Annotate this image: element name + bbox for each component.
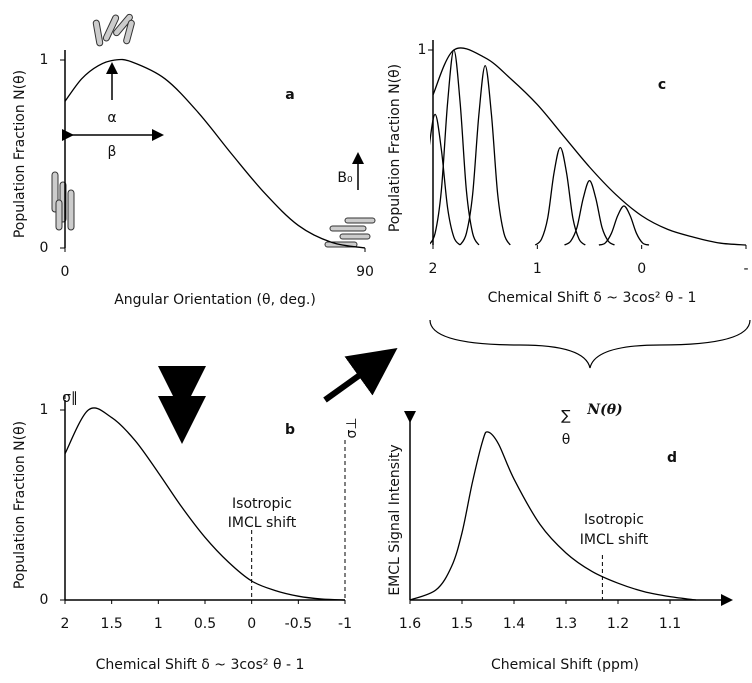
x-tick-label: -0.5 [285, 616, 312, 632]
y-tick-label: 0 [40, 592, 49, 608]
y-axis-title: Population Fraction N(θ) [12, 70, 28, 238]
annotation: d [667, 450, 677, 466]
annotation: σ∥ [62, 390, 78, 406]
annotation: b [285, 422, 295, 438]
x-axis-title: Chemical Shift (ppm) [491, 657, 639, 673]
annotation: ∑ [561, 408, 571, 424]
x-tick-label: 1.3 [555, 616, 577, 632]
x-tick-label: 1.6 [399, 616, 421, 632]
annotation: N(θ) [586, 402, 622, 418]
annotation: β [108, 144, 117, 160]
annotation: B₀ [337, 170, 353, 186]
curve [409, 431, 697, 601]
x-axis-title: Chemical Shift δ ~ 3cos² θ - 1 [488, 290, 697, 306]
x-axis-title: Angular Orientation (θ, deg.) [114, 292, 316, 308]
y-axis-title: EMCL Signal Intensity [387, 444, 403, 595]
annotation: IMCL shift [580, 532, 649, 548]
curve [534, 146, 586, 246]
decorations [51, 13, 751, 444]
x-tick-label: 1 [154, 616, 163, 632]
y-tick-label: 1 [40, 52, 49, 68]
y-axis-title: Population Fraction N(θ) [387, 64, 403, 232]
x-tick-label: 1.2 [607, 616, 629, 632]
annotation: Isotropic [232, 496, 292, 512]
curve [432, 47, 747, 246]
curve [64, 58, 366, 249]
curve [564, 179, 615, 246]
x-tick-label: 1.4 [503, 616, 525, 632]
curve [598, 205, 650, 246]
x-tick-label: 1 [533, 261, 542, 277]
annotation: a [285, 87, 294, 103]
x-tick-label: 0 [247, 616, 256, 632]
x-tick-label: 1.5 [451, 616, 473, 632]
x-tick-label: 0 [61, 264, 70, 280]
curve [459, 64, 511, 246]
x-tick-label: 0.5 [194, 616, 216, 632]
y-tick-label: 1 [40, 402, 49, 418]
x-tick-label: 0 [637, 261, 646, 277]
annotation: α [107, 110, 116, 126]
x-tick-label: - [743, 261, 748, 277]
annotation: Isotropic [584, 512, 644, 528]
x-tick-label: 90 [356, 264, 374, 280]
x-tick-label: -1 [338, 616, 352, 632]
x-tick-label: 1.5 [101, 616, 123, 632]
annotation: IMCL shift [228, 515, 297, 531]
x-tick-label: 2 [429, 261, 438, 277]
curve [64, 407, 346, 601]
y-axis-title: Population Fraction N(θ) [12, 421, 28, 589]
x-tick-label: 2 [61, 616, 70, 632]
annotation: σ⊥ [344, 417, 360, 438]
x-tick-label: 1.1 [659, 616, 681, 632]
curve [430, 49, 480, 246]
curve [430, 113, 461, 246]
y-tick-label: 0 [40, 240, 49, 256]
y-tick-label: 1 [418, 42, 427, 58]
x-axis-title: Chemical Shift δ ~ 3cos² θ - 1 [96, 657, 305, 673]
annotation: c [658, 77, 666, 93]
annotation: θ [562, 432, 571, 448]
